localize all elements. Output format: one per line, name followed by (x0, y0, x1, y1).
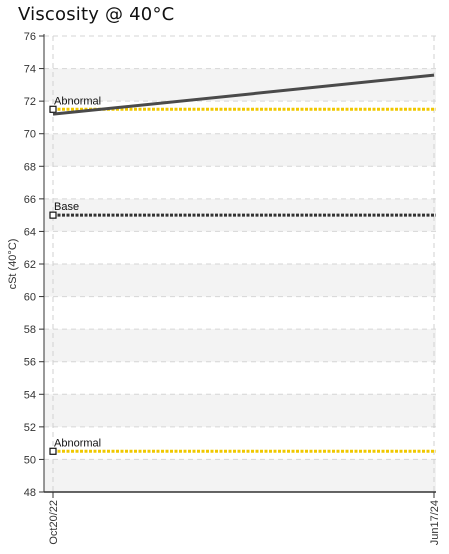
y-tick-label: 50 (24, 454, 36, 466)
reference-marker (49, 105, 57, 113)
grid-lines (44, 35, 436, 492)
background-band (44, 133, 436, 167)
y-tick-label: 68 (24, 161, 36, 173)
y-axis-label: cSt (40°C) (7, 239, 19, 290)
x-ticks: Oct20/22 Jun17/24 (48, 492, 441, 545)
reference-lines: Abnormal Base Abnormal (49, 95, 436, 455)
y-tick-label: 56 (24, 357, 36, 369)
y-ticks: 48 50 52 54 56 58 60 62 64 66 68 70 72 74 76 (24, 31, 44, 499)
y-tick-label: 60 (24, 292, 36, 304)
background-band (44, 459, 436, 492)
chart-title: Viscosity @ 40°C (18, 4, 175, 25)
background-band (44, 264, 436, 297)
y-tick-label: 74 (24, 64, 36, 76)
background-band (44, 329, 436, 362)
y-tick-label: 70 (24, 129, 36, 141)
y-tick-label: 54 (24, 389, 36, 401)
y-tick-label: 48 (24, 487, 36, 499)
series-lines (52, 73, 435, 116)
axes (43, 34, 436, 493)
reference-label: Abnormal (54, 437, 101, 449)
background-bands (44, 68, 436, 492)
y-tick-label: 72 (24, 96, 36, 108)
y-tick-label: 58 (24, 324, 36, 336)
series-line (52, 73, 435, 116)
background-band (44, 394, 436, 427)
y-tick-label: 64 (24, 226, 36, 238)
y-tick-label: 52 (24, 422, 36, 434)
y-tick-label: 76 (24, 31, 36, 43)
reference-marker (49, 447, 57, 455)
reference-marker (49, 211, 57, 219)
y-tick-label: 66 (24, 194, 36, 206)
x-tick-label: Oct20/22 (48, 500, 60, 545)
reference-label: Base (54, 201, 79, 213)
y-tick-label: 62 (24, 259, 36, 271)
x-tick-label: Jun17/24 (429, 500, 441, 545)
reference-label: Abnormal (54, 95, 101, 107)
